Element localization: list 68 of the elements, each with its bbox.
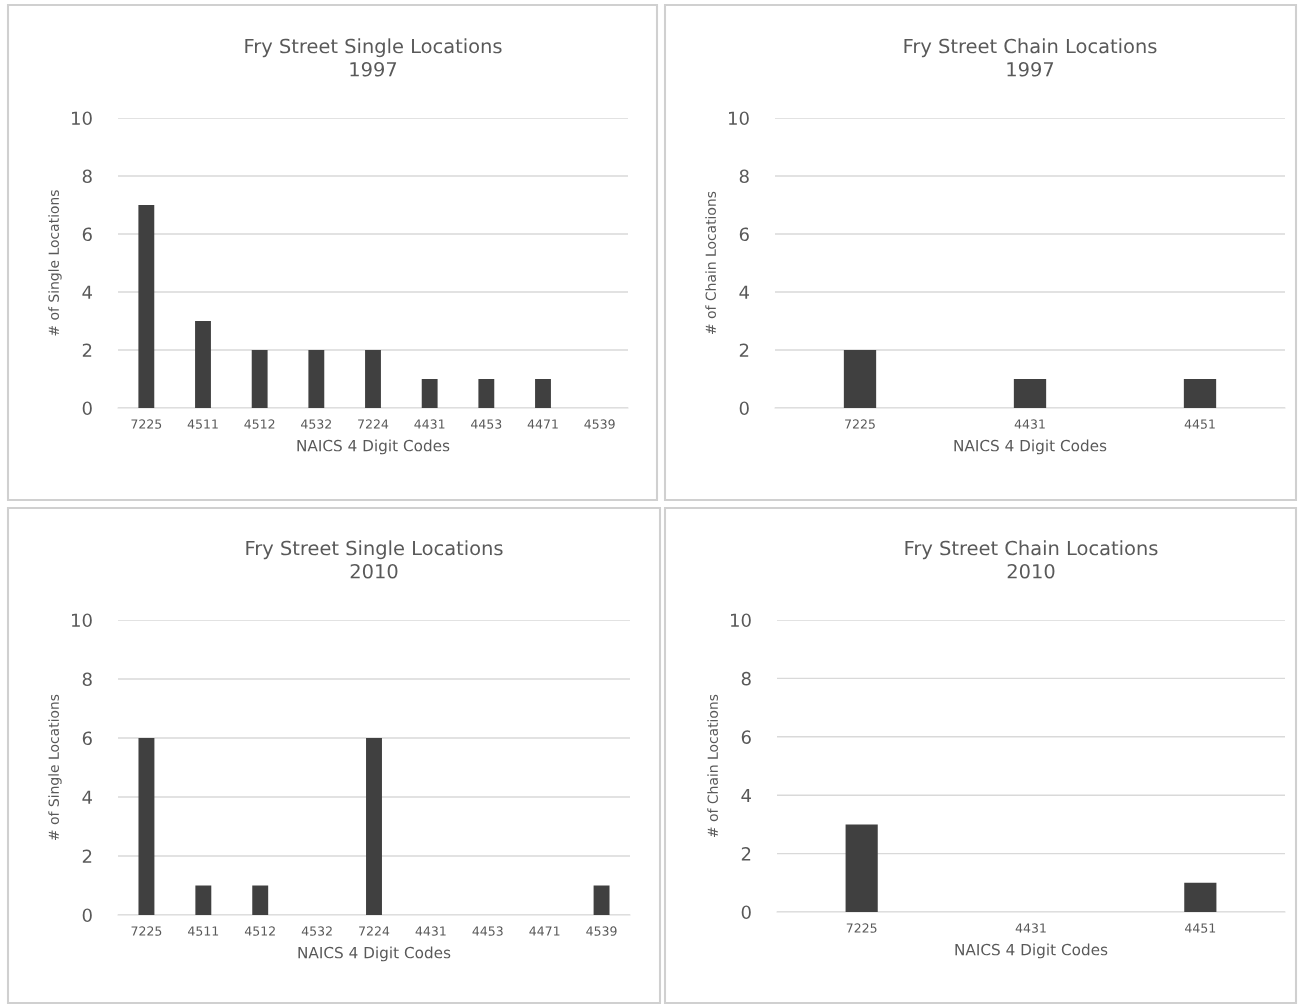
x-tick-label: 4532 [301, 419, 331, 429]
y-tick-label: 2 [82, 849, 92, 863]
bar [138, 205, 155, 408]
y-tick-label: 4 [741, 788, 751, 803]
y-tick-label: 10 [731, 613, 751, 628]
x-tick-label: 4471 [529, 926, 560, 936]
bar [195, 321, 211, 408]
y-tick-label: 2 [82, 343, 92, 357]
y-tick-label: 6 [739, 227, 749, 242]
x-axis-title: NAICS 4 Digit Codes [298, 946, 451, 962]
x-tick-label: 4512 [244, 926, 275, 936]
x-axis-title: NAICS 4 Digit Codes [297, 439, 450, 455]
x-tick-label: 4453 [472, 926, 503, 936]
x-tick-label: 7225 [131, 926, 162, 936]
y-tick-label: 2 [739, 343, 749, 357]
y-tick-label: 6 [741, 730, 751, 744]
y-tick-label: 8 [739, 169, 749, 184]
x-tick-label: 7224 [359, 926, 390, 936]
x-tick-label: 4512 [244, 419, 275, 429]
y-tick-label: 8 [82, 672, 92, 687]
x-axis-title: NAICS 4 Digit Codes [954, 439, 1107, 455]
y-axis-title: # of Chain Locations [705, 191, 716, 334]
x-tick-label: 4511 [187, 419, 218, 429]
bar [478, 379, 495, 408]
x-tick-label: 4511 [188, 926, 219, 936]
x-tick-label: 4431 [415, 926, 446, 936]
x-tick-label: 4451 [1184, 419, 1215, 429]
x-tick-label: 4539 [586, 926, 617, 936]
y-tick-label: 4 [82, 285, 92, 299]
y-axis-title: # of Single Locations [48, 190, 62, 336]
x-tick-label: 4431 [1015, 923, 1046, 933]
y-tick-label: 10 [72, 613, 92, 628]
x-tick-label: 4431 [1014, 419, 1045, 429]
y-axis-title: # of Chain Locations [707, 694, 718, 837]
x-tick-label: 7224 [358, 419, 389, 429]
chart-title: Fry Street Single Locations 2010 [246, 540, 503, 579]
y-tick-label: 10 [72, 111, 92, 126]
chart-title: Fry Street Single Locations 1997 [245, 38, 502, 77]
y-tick-label: 8 [82, 169, 92, 184]
x-tick-label: 4539 [584, 419, 615, 429]
x-tick-label: 4471 [527, 419, 558, 429]
y-tick-label: 0 [82, 908, 92, 923]
y-tick-label: 0 [739, 401, 749, 416]
x-tick-label: 4532 [301, 926, 332, 936]
x-tick-label: 4453 [471, 419, 502, 429]
x-tick-label: 7225 [846, 923, 877, 933]
x-tick-label: 7225 [845, 419, 875, 429]
bar [421, 379, 438, 408]
x-axis-title: NAICS 4 Digit Codes [955, 943, 1108, 959]
x-tick-label: 4451 [1185, 923, 1216, 933]
bar [251, 350, 268, 408]
y-tick-label: 0 [82, 401, 92, 416]
y-axis-title: # of Single Locations [48, 694, 62, 840]
y-tick-label: 2 [741, 847, 751, 861]
chart-title: Fry Street Chain Locations 1997 [904, 38, 1157, 77]
y-tick-label: 0 [741, 905, 751, 920]
y-tick-label: 4 [739, 285, 749, 299]
y-tick-label: 8 [741, 671, 751, 686]
x-tick-label: 7225 [131, 419, 162, 429]
y-tick-label: 6 [82, 731, 92, 746]
y-tick-label: 6 [82, 227, 92, 242]
bar [535, 379, 551, 408]
y-tick-label: 4 [82, 790, 92, 804]
bar [308, 350, 325, 408]
x-tick-label: 4431 [414, 419, 445, 429]
y-tick-label: 10 [729, 111, 749, 126]
chart-title: Fry Street Chain Locations 2010 [905, 540, 1158, 579]
bar [365, 350, 381, 408]
